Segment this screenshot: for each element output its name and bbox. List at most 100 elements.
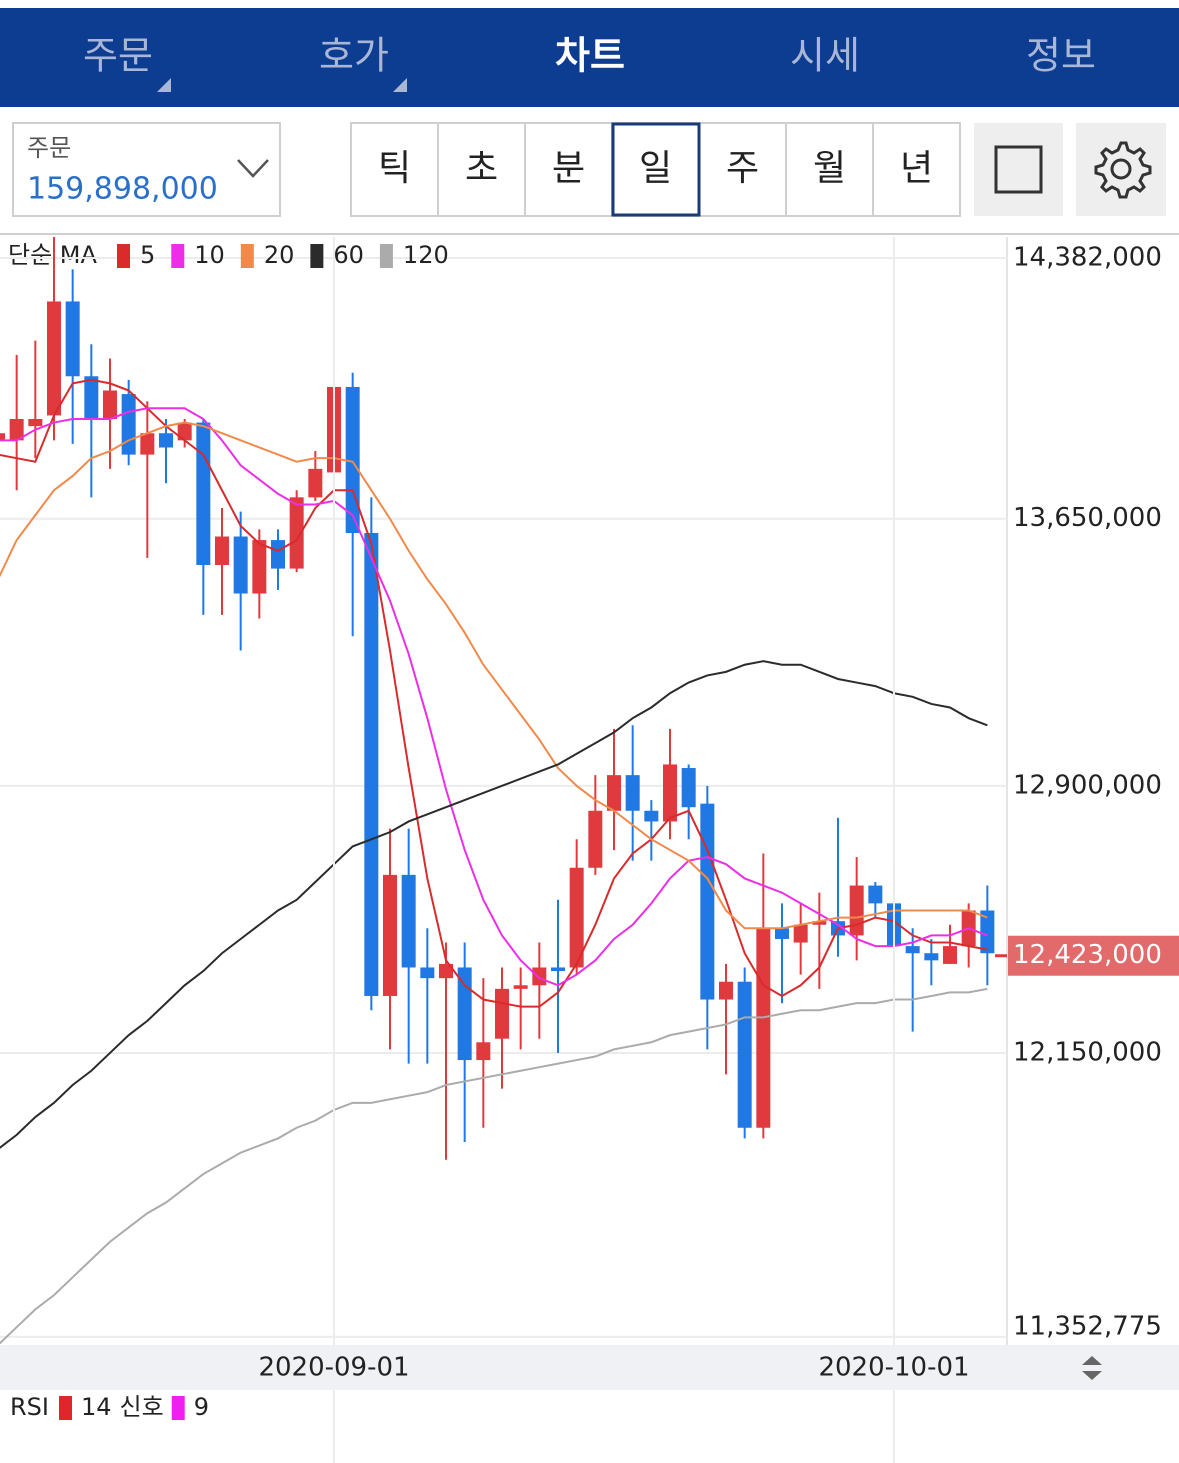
candle-body xyxy=(252,540,267,594)
candle-body xyxy=(588,810,603,868)
candle-body xyxy=(420,967,435,979)
y-tick-label: 12,900,000 xyxy=(1013,770,1162,800)
rsi-signal-label: 신호 xyxy=(120,1393,164,1421)
candle-body xyxy=(551,967,566,972)
candle-body xyxy=(140,433,155,455)
tab[interactable]: 호가 xyxy=(319,34,389,78)
candle-body xyxy=(980,910,995,954)
candle-body xyxy=(756,928,771,1128)
rsi-signal: 9 xyxy=(194,1393,209,1421)
candle-body xyxy=(214,536,229,566)
period-label: 일 xyxy=(639,148,672,189)
candle-body xyxy=(495,988,510,1039)
candle-body xyxy=(196,422,211,566)
scroll-down-icon[interactable] xyxy=(1082,1371,1102,1380)
candle-body xyxy=(793,924,808,943)
tab[interactable]: 차트 xyxy=(555,34,625,78)
tab-dropdown-icon xyxy=(393,78,407,92)
candle-body xyxy=(345,386,360,533)
candle-body xyxy=(476,1042,491,1061)
candle-body xyxy=(924,953,939,961)
period-label: 주 xyxy=(726,148,759,189)
period-button[interactable] xyxy=(350,122,439,217)
candle-body xyxy=(364,532,379,996)
candle-body xyxy=(905,946,920,954)
candle-body xyxy=(0,433,5,441)
period-button[interactable] xyxy=(437,122,526,217)
candle-body xyxy=(439,963,454,979)
y-tick-label: 11,352,775 xyxy=(1013,1312,1162,1342)
legend-swatch xyxy=(171,1396,185,1420)
rsi-title: RSI xyxy=(10,1393,49,1421)
legend-swatch xyxy=(310,244,324,268)
candle-body xyxy=(737,981,752,1128)
candle-body xyxy=(625,775,640,811)
legend-label: 120 xyxy=(403,241,449,269)
ma-line xyxy=(0,987,988,1345)
last-price-box xyxy=(1008,935,1179,976)
legend-swatch xyxy=(117,244,130,268)
legend-label: 20 xyxy=(264,241,295,269)
candle-body xyxy=(158,433,173,448)
legend-swatch xyxy=(59,1396,72,1420)
layout-button[interactable] xyxy=(974,123,1063,216)
x-axis-band xyxy=(0,1345,1179,1390)
rsi-period: 14 xyxy=(81,1393,112,1421)
candle-body xyxy=(663,764,678,822)
x-tick-label: 2020-10-01 xyxy=(818,1353,969,1383)
candle-body xyxy=(812,921,827,925)
legend-label: 5 xyxy=(140,241,155,269)
y-tick-label: 14,382,000 xyxy=(1013,243,1162,273)
legend-swatch xyxy=(379,244,393,268)
candle-body xyxy=(401,874,416,968)
period-button[interactable] xyxy=(698,122,787,217)
candle-body xyxy=(28,418,43,427)
tab[interactable]: 시세 xyxy=(790,34,860,78)
candle-body xyxy=(177,422,192,441)
candle-body xyxy=(308,468,323,498)
legend-label: 10 xyxy=(194,241,225,269)
candle-body xyxy=(457,967,472,1061)
candle-body xyxy=(943,946,958,964)
settings-button[interactable] xyxy=(1076,123,1166,216)
order-select[interactable] xyxy=(12,122,281,217)
candle-body xyxy=(383,874,398,996)
period-button[interactable] xyxy=(872,122,961,217)
period-label: 월 xyxy=(813,148,846,189)
x-tick-label: 2020-09-01 xyxy=(258,1353,409,1383)
scroll-up-icon[interactable] xyxy=(1082,1356,1102,1365)
period-label: 분 xyxy=(552,148,585,189)
order-label: 주문 xyxy=(27,134,71,162)
candle-body xyxy=(65,301,80,377)
tab[interactable]: 주문 xyxy=(83,34,153,78)
order-value: 159,898,000 xyxy=(27,172,218,207)
candle-body xyxy=(84,376,99,419)
candle-body xyxy=(868,885,883,904)
tab[interactable]: 정보 xyxy=(1026,34,1096,78)
plot xyxy=(0,237,1007,1345)
candle-body xyxy=(681,768,696,808)
y-tick-label: 13,650,000 xyxy=(1013,503,1162,533)
candle-body xyxy=(644,810,659,822)
candle-body xyxy=(775,928,790,939)
candle-body xyxy=(121,394,136,455)
legend-swatch xyxy=(171,244,185,268)
candle-body xyxy=(849,885,864,936)
indicator-label: 단순 MA xyxy=(8,241,97,269)
candle-body xyxy=(102,390,117,419)
ma-line xyxy=(0,407,988,987)
candle-body xyxy=(9,418,24,441)
ma-line xyxy=(0,660,988,1149)
period-selected xyxy=(611,122,701,217)
candle-body xyxy=(700,803,715,1000)
gear-icon xyxy=(1094,141,1152,199)
candle-body xyxy=(289,497,304,569)
candle-body xyxy=(513,985,528,989)
y-tick-label: 12,150,000 xyxy=(1013,1037,1162,1067)
period-label: 년 xyxy=(900,148,933,189)
candle-body xyxy=(233,536,248,594)
candle-body xyxy=(270,540,285,569)
square-icon xyxy=(994,145,1043,194)
candle-body xyxy=(719,981,734,1000)
